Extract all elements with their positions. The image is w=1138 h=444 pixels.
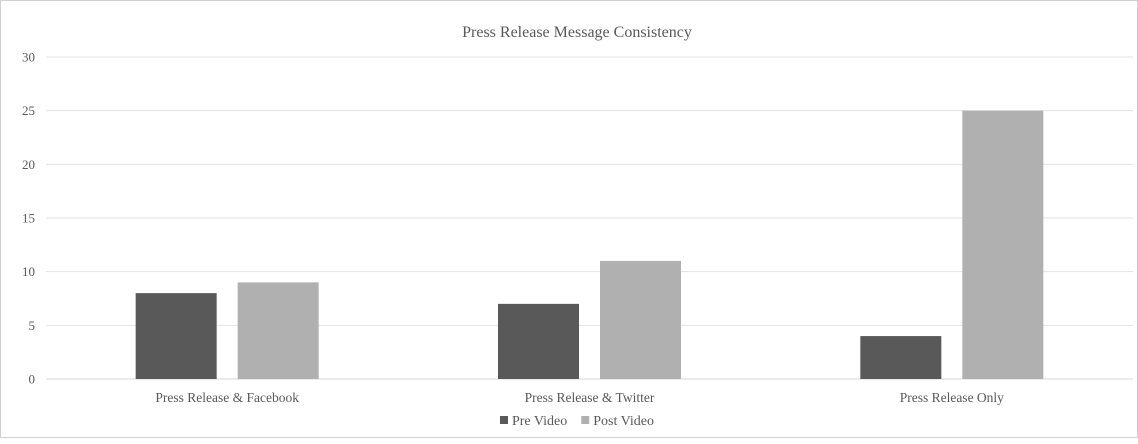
legend-label: Post Video (593, 414, 654, 429)
bar-pre-video (498, 303, 579, 379)
x-category-label: Press Release & Facebook (155, 390, 299, 405)
y-tick-label: 30 (22, 50, 35, 65)
bar-post-video (600, 260, 681, 379)
y-tick-label: 5 (29, 318, 36, 333)
y-tick-label: 25 (22, 103, 35, 118)
bar-pre-video (860, 336, 942, 379)
x-axis-categories: Press Release & Facebook Press Release & … (155, 390, 1004, 405)
y-tick-label: 0 (29, 372, 36, 387)
gridlines (46, 56, 1133, 380)
x-category-label: Press Release & Twitter (525, 390, 655, 405)
y-tick-label: 20 (22, 157, 35, 172)
y-axis-ticks: 0 5 10 15 20 25 30 (22, 50, 35, 387)
y-tick-label: 15 (22, 211, 35, 226)
legend-label: Pre Video (512, 414, 567, 429)
legend: Pre Video Post Video (499, 414, 654, 429)
bar-post-video (237, 282, 319, 379)
bar-post-video (962, 110, 1044, 380)
legend-swatch-pre-video (499, 416, 508, 424)
x-category-label: Press Release Only (900, 390, 1004, 405)
legend-swatch-post-video (581, 416, 590, 424)
bar-pre-video (135, 293, 217, 379)
chart-title: Press Release Message Consistency (462, 24, 692, 41)
y-tick-label: 10 (22, 264, 35, 279)
bars (135, 110, 1044, 380)
